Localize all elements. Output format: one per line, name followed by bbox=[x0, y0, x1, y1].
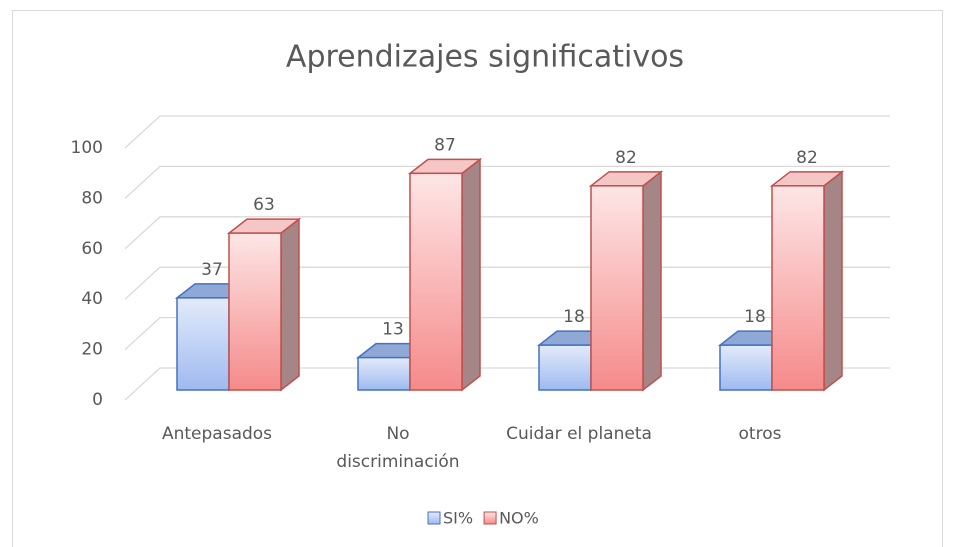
bar bbox=[538, 344, 592, 391]
x-tick-label: otros bbox=[738, 424, 782, 444]
bar bbox=[590, 185, 644, 391]
grid-line bbox=[124, 165, 890, 199]
bar-side bbox=[642, 170, 662, 392]
bar-side bbox=[823, 170, 843, 392]
y-tick-label: 20 bbox=[81, 340, 103, 360]
value-label: 82 bbox=[796, 148, 818, 168]
bar bbox=[719, 344, 773, 391]
legend-label: SI% bbox=[443, 509, 473, 528]
grid-line bbox=[124, 115, 890, 149]
y-tick-label: 60 bbox=[81, 239, 103, 259]
value-label: 63 bbox=[253, 195, 275, 215]
x-tick-label: Antepasados bbox=[161, 424, 273, 444]
bar bbox=[176, 297, 230, 391]
y-tick-label: 80 bbox=[81, 188, 103, 208]
bar-side bbox=[461, 157, 481, 392]
value-label: 18 bbox=[563, 307, 585, 327]
value-label: 18 bbox=[744, 307, 766, 327]
y-tick-label: 100 bbox=[71, 138, 103, 158]
bar bbox=[357, 356, 411, 391]
legend-label: NO% bbox=[499, 509, 539, 528]
bar-side bbox=[280, 217, 300, 392]
bar bbox=[228, 232, 282, 391]
y-tick-label: 40 bbox=[81, 289, 103, 309]
bar bbox=[771, 185, 825, 391]
bar bbox=[409, 172, 463, 391]
y-tick-label: 0 bbox=[92, 390, 103, 410]
legend-swatch bbox=[427, 511, 441, 525]
value-label: 82 bbox=[615, 148, 637, 168]
value-label: 87 bbox=[434, 135, 456, 155]
value-label: 13 bbox=[382, 320, 404, 340]
x-tick-label: Cuidar el planeta bbox=[506, 424, 652, 444]
value-label: 37 bbox=[201, 260, 223, 280]
x-tick-label: No discriminación bbox=[336, 424, 460, 472]
legend-swatch bbox=[483, 511, 497, 525]
chart-title: Aprendizajes significativos bbox=[286, 40, 684, 75]
